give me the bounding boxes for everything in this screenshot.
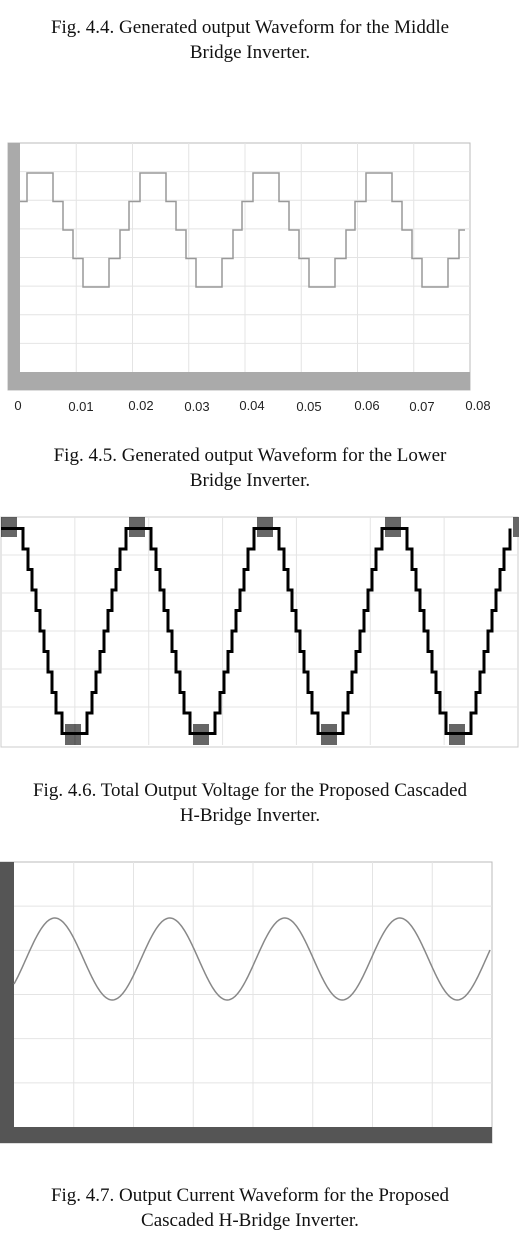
switching-ripple: [1, 517, 519, 745]
x-tick-label: 0: [14, 398, 21, 413]
figure-2: [0, 516, 519, 748]
x-tick-label: 0.04: [239, 398, 264, 413]
caption: Fig. 4.7. Output Current Waveform for th…: [51, 1185, 450, 1206]
caption: H-Bridge Inverter.: [180, 805, 320, 826]
axis-bar: [8, 143, 20, 390]
grid: [20, 143, 470, 372]
plot-frame: [7, 142, 471, 391]
plot-frame: [0, 861, 493, 1144]
caption: Fig. 4.6. Total Output Voltage for the P…: [33, 780, 468, 801]
axis-bar: [8, 372, 470, 390]
caption: Cascaded H-Bridge Inverter.: [141, 1210, 359, 1231]
waveform: [20, 172, 465, 288]
x-tick-label: 0.02: [128, 398, 153, 413]
x-tick-label: 0.07: [409, 399, 434, 414]
caption: Bridge Inverter.: [190, 42, 310, 63]
figure-1: [7, 142, 471, 391]
figure-3: [0, 861, 493, 1144]
caption: Fig. 4.5. Generated output Waveform for …: [54, 445, 447, 466]
x-tick-label: 0.03: [184, 399, 209, 414]
x-tick-label: 0.08: [465, 398, 490, 413]
waveform: [13, 917, 491, 1001]
waveform: [1, 527, 512, 735]
x-tick-label: 0.05: [296, 399, 321, 414]
caption: Fig. 4.4. Generated output Waveform for …: [51, 17, 449, 38]
x-tick-label: 0.01: [68, 399, 93, 414]
grid: [14, 862, 492, 1127]
x-tick-label: 0.06: [354, 398, 379, 413]
axis-bar: [0, 1127, 492, 1143]
axis-bar: [0, 862, 14, 1143]
caption: Bridge Inverter.: [190, 470, 310, 491]
